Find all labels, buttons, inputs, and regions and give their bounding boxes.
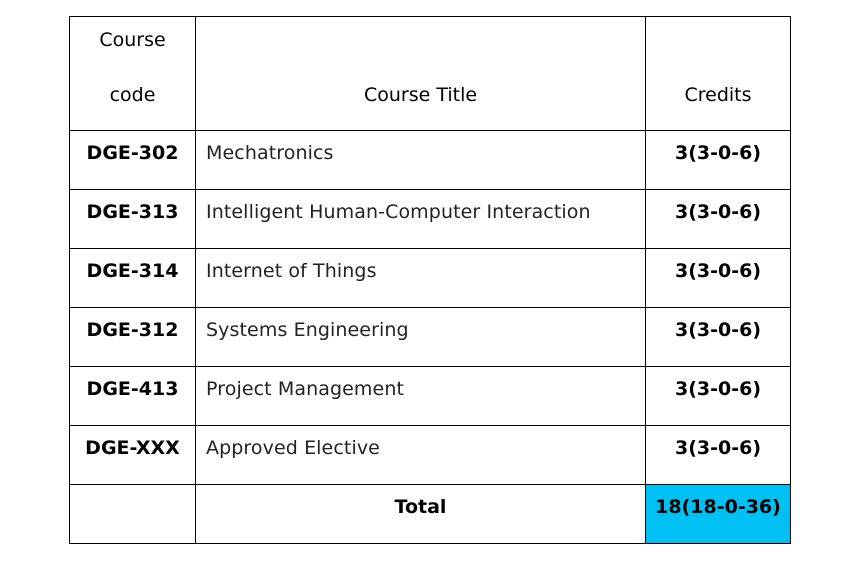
course-credits-cell: 3(3-0-6) xyxy=(645,307,791,367)
course-credits: 3(3-0-6) xyxy=(674,142,762,164)
table-row: DGE-413 Project Management 3(3-0-6) xyxy=(69,366,791,426)
header-credits-text: Credits xyxy=(684,84,752,106)
course-credits: 3(3-0-6) xyxy=(674,201,762,223)
course-code-cell: DGE-302 xyxy=(69,130,196,190)
course-credits: 3(3-0-6) xyxy=(674,437,762,459)
course-title: Mechatronics xyxy=(206,142,334,164)
course-code-cell: DGE-413 xyxy=(69,366,196,426)
total-label: Total xyxy=(394,496,447,518)
table-row: DGE-314 Internet of Things 3(3-0-6) xyxy=(69,248,791,308)
header-credits: Credits xyxy=(645,16,791,131)
course-credits-cell: 3(3-0-6) xyxy=(645,425,791,485)
course-title: Systems Engineering xyxy=(206,319,409,341)
course-code-cell: DGE-312 xyxy=(69,307,196,367)
header-course-title: Course Title xyxy=(195,16,646,131)
table-row: DGE-313 Intelligent Human-Computer Inter… xyxy=(69,189,791,249)
table-row: DGE-XXX Approved Elective 3(3-0-6) xyxy=(69,425,791,485)
header-course-code: Course code xyxy=(69,16,196,131)
course-code: DGE-314 xyxy=(86,260,179,282)
course-code: DGE-302 xyxy=(86,142,179,164)
course-title-cell: Intelligent Human-Computer Interaction xyxy=(195,189,646,249)
course-table: Course code Course Title Credits DGE-302… xyxy=(69,16,791,544)
course-credits-cell: 3(3-0-6) xyxy=(645,366,791,426)
total-value-cell: 18(18-0-36) xyxy=(645,484,791,544)
total-empty-cell xyxy=(69,484,196,544)
course-title: Project Management xyxy=(206,378,405,400)
course-title-cell: Systems Engineering xyxy=(195,307,646,367)
course-credits-cell: 3(3-0-6) xyxy=(645,130,791,190)
course-title-cell: Approved Elective xyxy=(195,425,646,485)
header-course-code-line2: code xyxy=(109,84,156,106)
total-value: 18(18-0-36) xyxy=(655,496,781,518)
course-title-cell: Internet of Things xyxy=(195,248,646,308)
course-code-cell: DGE-314 xyxy=(69,248,196,308)
table-row: DGE-312 Systems Engineering 3(3-0-6) xyxy=(69,307,791,367)
course-code: DGE-312 xyxy=(86,319,179,341)
header-row: Course code Course Title Credits xyxy=(69,16,791,131)
total-label-cell: Total xyxy=(195,484,646,544)
total-row: Total 18(18-0-36) xyxy=(69,484,791,544)
course-credits-cell: 3(3-0-6) xyxy=(645,248,791,308)
course-credits: 3(3-0-6) xyxy=(674,378,762,400)
header-course-code-line1: Course xyxy=(99,29,166,51)
course-code: DGE-413 xyxy=(86,378,179,400)
course-credits: 3(3-0-6) xyxy=(674,319,762,341)
course-code: DGE-313 xyxy=(86,201,179,223)
header-course-title-text: Course Title xyxy=(363,84,478,106)
course-title-cell: Mechatronics xyxy=(195,130,646,190)
course-credits: 3(3-0-6) xyxy=(674,260,762,282)
course-title-cell: Project Management xyxy=(195,366,646,426)
course-credits-cell: 3(3-0-6) xyxy=(645,189,791,249)
course-code: DGE-XXX xyxy=(85,437,180,459)
course-title: Approved Elective xyxy=(206,437,380,459)
table-row: DGE-302 Mechatronics 3(3-0-6) xyxy=(69,130,791,190)
course-title: Intelligent Human-Computer Interaction xyxy=(206,201,591,223)
course-code-cell: DGE-XXX xyxy=(69,425,196,485)
course-code-cell: DGE-313 xyxy=(69,189,196,249)
course-title: Internet of Things xyxy=(206,260,377,282)
